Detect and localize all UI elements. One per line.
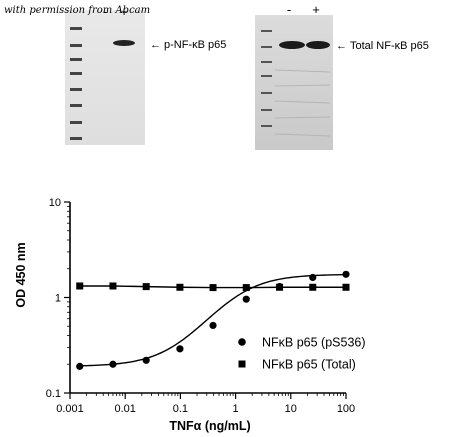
x-tick-label: 0.01 — [114, 403, 135, 415]
band-total-minus — [279, 41, 305, 49]
band-phospho-plus — [113, 40, 135, 46]
y-tick-label: 1 — [55, 293, 61, 305]
x-tick-label: 10 — [285, 403, 297, 415]
data-point-total — [309, 283, 317, 291]
x-axis-title: TNFα (ng/mL) — [169, 419, 250, 433]
data-point-total — [242, 284, 250, 292]
y-tick-label: 0.1 — [46, 388, 61, 400]
western-blot-phospho: - + ← p-NF-κB p65 — [65, 4, 226, 145]
band-label-total: Total NF-κB p65 — [350, 40, 429, 52]
x-tick-label: 100 — [337, 403, 355, 415]
background-streaks-total — [274, 69, 331, 137]
blot-membrane-total — [255, 15, 333, 150]
ladder-bands-total — [261, 30, 272, 127]
data-point-total — [342, 283, 350, 291]
x-tick-label: 0.1 — [173, 403, 188, 415]
data-point-total — [76, 282, 84, 290]
ladder-bands-phospho — [70, 27, 82, 140]
data-point-total — [209, 284, 217, 292]
data-point-total — [176, 283, 184, 291]
data-point-phospho — [176, 345, 184, 353]
data-point-phospho — [76, 362, 84, 370]
legend-marker-total — [238, 360, 246, 368]
data-point-phospho — [209, 321, 217, 330]
legend: NFκB p65 (pS536) NFκB p65 (Total) — [238, 336, 366, 372]
data-point-phospho — [309, 273, 317, 282]
permission-caption: with permission from Abcam — [4, 5, 150, 16]
lane-label-minus-2: - — [287, 2, 291, 17]
blot-membrane-phospho — [65, 10, 145, 145]
data-point-total — [276, 283, 284, 291]
western-blot-total: - + ← Total NF-κB p65 — [255, 2, 429, 150]
x-tick-label: 0.001 — [56, 403, 84, 415]
curve-phospho — [79, 273, 347, 367]
lane-label-plus-2: + — [312, 2, 320, 17]
lane-label-minus-1: - — [103, 4, 107, 19]
band-label-phospho: p-NF-κB p65 — [164, 39, 226, 51]
band-arrow-1: ← — [150, 39, 161, 51]
data-point-phospho — [142, 356, 150, 364]
legend-label-total: NFκB p65 (Total) — [262, 358, 356, 372]
lane-label-plus-1: + — [120, 4, 128, 19]
band-total-plus — [306, 41, 330, 49]
y-tick-label: 10 — [49, 197, 61, 209]
chart-ticks: 0.001 0.01 0.1 1 10 100 0.1 1 10 — [46, 197, 355, 415]
y-axis-title: OD 450 nm — [14, 242, 28, 307]
x-tick-label: 1 — [233, 403, 239, 415]
legend-marker-phospho — [238, 338, 246, 346]
legend-label-phospho: NFκB p65 (pS536) — [262, 336, 366, 350]
chart: 0.001 0.01 0.1 1 10 100 0.1 1 10 OD 450 nm TNFα … — [14, 197, 366, 433]
data-point-phospho — [109, 360, 117, 368]
band-arrow-2: ← — [336, 40, 347, 52]
chart-points — [76, 270, 350, 370]
data-point-phospho — [242, 295, 250, 303]
data-point-total — [109, 282, 117, 290]
data-point-total — [142, 283, 150, 291]
data-point-phospho — [342, 270, 350, 278]
